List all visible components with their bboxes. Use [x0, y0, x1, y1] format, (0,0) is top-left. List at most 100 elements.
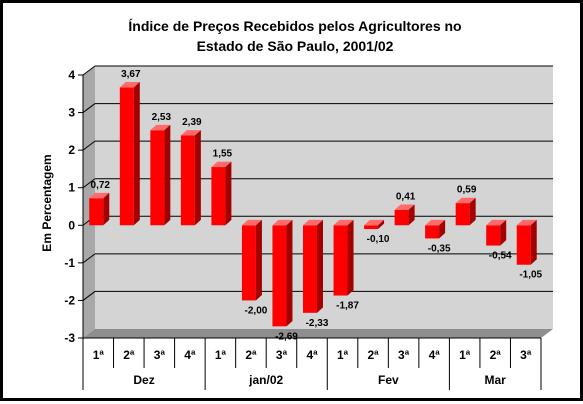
- bar: [333, 219, 354, 296]
- bar-front: [303, 225, 317, 313]
- bar-side: [439, 219, 446, 239]
- back-wall: [95, 66, 553, 329]
- bar-side: [133, 81, 140, 226]
- bar-front: [486, 225, 501, 246]
- bar: [272, 219, 293, 327]
- value-label: -0,10: [367, 234, 390, 245]
- value-label: -2,00: [245, 305, 268, 316]
- x-group-label: Fev: [378, 373, 399, 387]
- plot-area: [83, 66, 553, 338]
- gridline-side: [82, 291, 96, 301]
- bar-side: [378, 219, 385, 230]
- y-tick-label: -1: [64, 256, 75, 270]
- bars: [89, 81, 537, 327]
- value-label: -2,33: [306, 318, 329, 329]
- bar-top: [303, 219, 323, 226]
- x-category-label: 3ª: [398, 348, 410, 362]
- bar: [394, 204, 415, 226]
- bar-top: [272, 219, 293, 226]
- value-label: -0,54: [489, 251, 512, 262]
- x-category-label: 3ª: [154, 348, 166, 362]
- x-category-label: 4ª: [184, 348, 196, 362]
- bar-front: [455, 203, 470, 226]
- y-tick-label: 3: [68, 106, 75, 120]
- value-label: 0,72: [91, 180, 111, 191]
- bar-side: [194, 130, 201, 226]
- y-tick-label: 2: [68, 143, 75, 157]
- bar: [486, 219, 507, 246]
- x-category-label: 4ª: [429, 348, 441, 362]
- x-group-label: Mar: [485, 373, 507, 387]
- bar-front: [89, 198, 104, 226]
- value-label: -1,87: [336, 301, 359, 312]
- x-category-label: 4ª: [306, 348, 318, 362]
- x-category-label: 3ª: [276, 348, 288, 362]
- y-tick-label: -2: [64, 293, 75, 307]
- bar: [150, 124, 171, 226]
- y-tick-label: -3: [64, 331, 75, 345]
- gridline-side: [82, 140, 96, 151]
- value-label: 2,39: [182, 117, 202, 128]
- value-label: 3,67: [121, 69, 141, 80]
- bar: [119, 81, 140, 226]
- x-category-label: 2ª: [368, 348, 380, 362]
- bar-top: [211, 161, 232, 168]
- bar-top: [180, 130, 201, 136]
- bar-front: [425, 225, 440, 239]
- chart-title-line-2: Estado de São Paulo, 2001/02: [197, 38, 394, 54]
- floor: [83, 329, 553, 338]
- bar-top: [364, 219, 385, 226]
- value-label: -2,69: [275, 331, 298, 342]
- value-label: -1,05: [519, 270, 542, 281]
- bar-top: [455, 197, 476, 204]
- bar-front: [241, 225, 256, 301]
- x-category-label: 2ª: [490, 348, 502, 362]
- bar: [211, 161, 232, 226]
- y-tick-label: 1: [68, 181, 75, 195]
- x-category-label: 2ª: [245, 348, 257, 362]
- x-category-label: 1ª: [215, 348, 227, 362]
- bar-side: [286, 219, 293, 327]
- bar-side: [500, 219, 507, 246]
- x-group-label: Dez: [133, 373, 154, 387]
- gridline-side: [82, 103, 96, 113]
- bar-front: [516, 225, 531, 265]
- gridline-side: [82, 253, 96, 264]
- bar-top: [516, 219, 537, 226]
- x-category-label: 1ª: [93, 348, 105, 362]
- bar: [180, 130, 201, 226]
- x-category-label: 1ª: [337, 348, 349, 362]
- bar-front: [394, 209, 409, 226]
- value-labels: 0,72 3,67 2,53 2,39 1,55 -2,00 -2,69 -2,33 -1,87…: [91, 69, 543, 342]
- x-group-label: jan/02: [248, 373, 283, 387]
- value-label: 0,59: [457, 185, 477, 196]
- side-wall: [83, 66, 95, 338]
- bar-side: [225, 161, 232, 226]
- bar: [241, 219, 262, 301]
- gridlines: [82, 65, 553, 301]
- bar-front: [150, 130, 165, 226]
- bar-side: [469, 197, 476, 226]
- bar: [89, 192, 110, 226]
- bar-side: [530, 219, 537, 265]
- bar-side: [255, 219, 262, 301]
- bar-front: [333, 225, 348, 296]
- gridline-side: [82, 65, 96, 76]
- bar-side: [103, 192, 110, 226]
- bar: [364, 219, 385, 230]
- bar-top: [119, 81, 140, 88]
- value-label: -0,35: [428, 243, 451, 254]
- x-category-label: 3ª: [520, 348, 532, 362]
- bar: [455, 197, 476, 226]
- gridline-side: [82, 178, 96, 189]
- bar: [516, 219, 537, 265]
- bar-top: [394, 204, 415, 210]
- bar-side: [164, 124, 171, 226]
- bar-chart: 0,72 3,67 2,53 2,39 1,55 -2,00 -2,69 -2,33 -1,87…: [40, 18, 553, 390]
- bar-front: [364, 225, 379, 230]
- y-tick-label: 0: [68, 218, 75, 232]
- bar: [425, 219, 446, 239]
- value-label: 0,41: [396, 191, 416, 202]
